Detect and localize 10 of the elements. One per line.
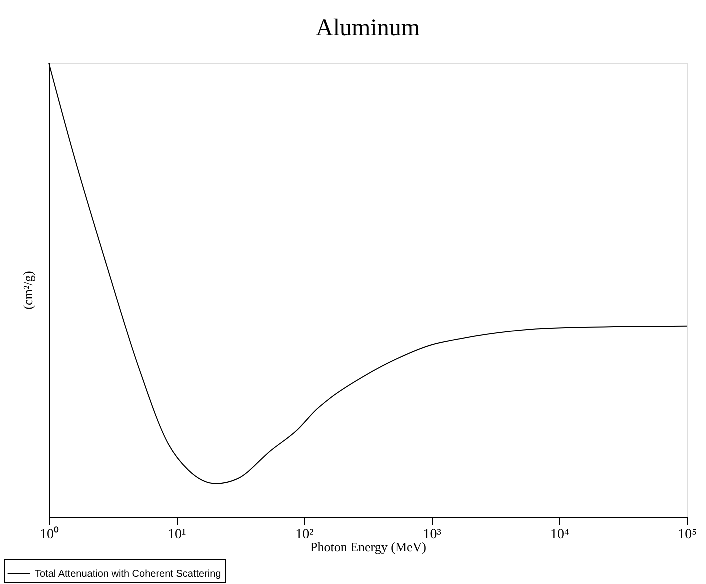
y-axis-title: (cm²/g) (20, 271, 36, 310)
x-axis-title: Photon Energy (MeV) (310, 540, 427, 554)
x-tick-label: 10⁵ (678, 528, 698, 542)
x-tick-label: 10² (296, 528, 314, 542)
x-tick-label: 10⁴ (550, 528, 570, 542)
legend-label: Total Attenuation with Coherent Scattering (35, 569, 222, 580)
x-tick-label: 10⁰ (40, 526, 59, 542)
chart-title: Aluminum (316, 16, 420, 42)
x-tick-label: 10³ (423, 528, 442, 542)
x-tick-label: 10¹ (168, 528, 186, 542)
